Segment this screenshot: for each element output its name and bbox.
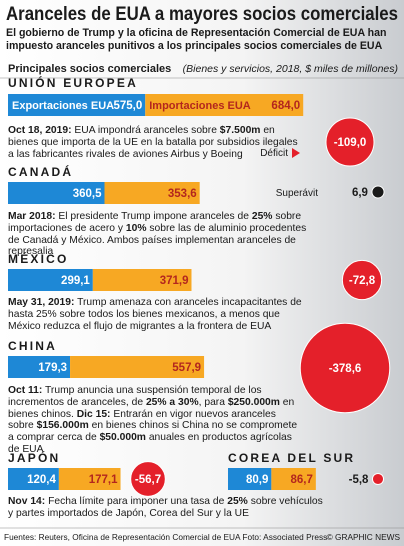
note-text: $250.000m — [227, 396, 280, 408]
value-label: 120,4 — [27, 474, 56, 486]
value-label: 80,9 — [246, 474, 268, 486]
balance-label: -378,6 — [329, 363, 362, 375]
value-label: 177,1 — [89, 474, 118, 486]
note: Oct 18, 2019: EUA impondrá aranceles sob… — [8, 125, 298, 160]
unit-note: (Bienes y servicios, 2018, $ miles de mi… — [183, 63, 398, 75]
credit: © GRAPHIC NEWS — [327, 532, 401, 542]
note-text: Oct 18, 2019: — [8, 125, 72, 136]
note-text: Trump anuncia una suspensión temporal de… — [8, 385, 262, 408]
value-label: 360,5 — [73, 188, 102, 200]
value-label: 371,9 — [160, 275, 189, 287]
deficit-pointer — [292, 148, 300, 158]
note-text: Oct 11: — [8, 385, 43, 396]
note-text: Entrarán en vigor nuevos aranceles sobre — [8, 408, 276, 432]
note-text: $156.000m — [36, 420, 89, 432]
category-label: MÉXICO — [8, 251, 69, 266]
balance-circle — [299, 322, 391, 414]
note-text: sobre importaciones de acero y — [8, 211, 302, 234]
note-text: en bienes que importa de la UE en la bat… — [8, 125, 298, 160]
note-text: $7.500m — [219, 125, 261, 136]
value-label: 86,7 — [290, 474, 312, 486]
balance-circle — [371, 472, 385, 486]
value-label: 299,1 — [61, 275, 90, 287]
bar — [145, 94, 304, 116]
note-text: sobre las de aluminio procedentes de Can… — [8, 222, 307, 258]
value-label: 179,3 — [38, 362, 67, 374]
deficit-label: Déficit — [260, 148, 288, 159]
note-text: en bienes chinos. — [8, 396, 295, 420]
bar — [104, 182, 200, 204]
category-label: CANADÁ — [8, 164, 73, 179]
note-text: Fecha límite para imponer una tasa de — [45, 496, 228, 507]
bar — [8, 356, 71, 378]
value-label: 575,0 — [113, 100, 142, 112]
note-text: EUA impondrá aranceles sobre — [71, 125, 220, 136]
note-text: 25% a 30% — [145, 396, 199, 408]
category-label: UNIÓN EUROPEA — [8, 75, 138, 90]
bar — [8, 468, 59, 490]
balance-label: -72,8 — [349, 275, 376, 287]
balance-circle — [371, 185, 385, 199]
note: Mar 2018: El presidente Trump impone ara… — [8, 211, 308, 258]
bar — [58, 468, 121, 490]
subtitle: El gobierno de Trump y la oficina de Rep… — [6, 27, 387, 52]
balance-circle — [130, 461, 166, 497]
note-text: Mar 2018: — [8, 211, 56, 222]
note-text: en bienes chinos si China no se comprome… — [8, 420, 298, 444]
note-text: 10% — [125, 222, 147, 234]
bar — [228, 468, 272, 490]
note: May 31, 2019: Trump amenaza con arancele… — [8, 297, 308, 332]
category-label: CHINA — [8, 339, 57, 353]
note-text: El presidente Trump impone aranceles de — [55, 211, 252, 222]
balance-label: -109,0 — [334, 137, 367, 149]
surplus-label: Superávit — [276, 188, 318, 199]
bar — [92, 269, 192, 291]
category-label: JAPÓN — [8, 450, 60, 465]
sources: Fuentes: Reuters, Oficina de Representac… — [4, 532, 327, 542]
note-text: Dic 15: — [76, 408, 111, 420]
note-text: $50.000m — [99, 432, 146, 444]
note-text: Trump amenaza con aranceles incapacitant… — [8, 297, 302, 332]
note-text: May 31, 2019: — [8, 297, 75, 308]
value-label: 353,6 — [168, 188, 197, 200]
title: Aranceles de EUA a mayores socios comerc… — [6, 4, 398, 25]
bar — [8, 269, 93, 291]
note-text: , para — [198, 396, 228, 408]
value-label: 557,9 — [172, 362, 201, 374]
balance-circle — [341, 259, 383, 301]
legend-label: Exportaciones EUA — [12, 100, 114, 112]
note: Oct 11: Trump anuncia una suspensión tem… — [8, 385, 298, 456]
note-text: 25% — [251, 211, 273, 222]
legend-label: Importaciones EUA — [149, 100, 251, 112]
note-text: anuales en productos agrícolas de EUA — [8, 432, 292, 455]
balance-label: -5,8 — [349, 474, 369, 486]
note-text: 25% — [227, 496, 248, 507]
bar — [70, 356, 205, 378]
chart-title: Principales socios comerciales — [8, 63, 171, 75]
category-label: COREA DEL SUR — [228, 451, 355, 465]
bar — [8, 94, 146, 116]
balance-label: 6,9 — [352, 187, 368, 199]
balance-label: -56,7 — [135, 474, 161, 486]
note: Nov 14: Fecha límite para imponer una ta… — [8, 496, 328, 520]
value-label: 684,0 — [271, 100, 300, 112]
bar — [271, 468, 316, 490]
balance-circle — [325, 117, 375, 167]
note-text: sobre vehículos y partes importados de J… — [8, 496, 323, 519]
bar — [8, 182, 105, 204]
note-text: Nov 14: — [8, 496, 46, 507]
